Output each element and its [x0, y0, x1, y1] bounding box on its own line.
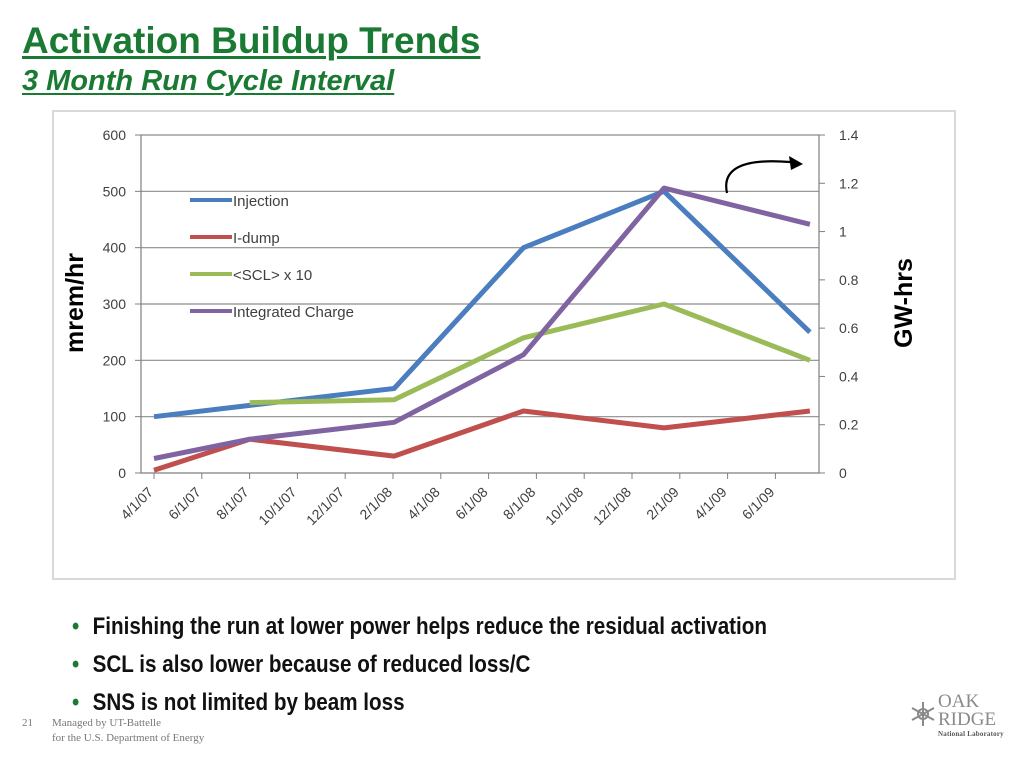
y2-tick-label: 0.6 [839, 320, 859, 336]
x-tick-label: 4/1/08 [404, 484, 443, 523]
y-tick-label: 0 [118, 465, 126, 481]
logo-line-3: National Laboratory [938, 730, 1004, 738]
x-tick-label: 10/1/08 [542, 484, 586, 528]
leaf-emblem-icon [911, 702, 935, 726]
logo-line-1: OAK [938, 691, 980, 712]
chart-axes: 0 100 200 300 400 500 600 0 0.2 0.4 0.6 0.8 1 1.2 1.4 4… [103, 127, 859, 528]
oak-ridge-logo: OAK RIDGE National Laboratory [908, 691, 1008, 745]
chart-series [153, 185, 812, 473]
arrowhead-icon [789, 156, 803, 170]
y2-tick-label: 0.8 [839, 272, 859, 288]
y-tick-label: 400 [103, 240, 127, 256]
footer-line-1: Managed by UT-Battelle [52, 717, 161, 729]
x-tick-label: 6/1/08 [452, 484, 491, 523]
x-tick-label: 2/1/09 [643, 484, 682, 523]
bullet-list: Finishing the run at lower power helps r… [72, 610, 880, 724]
y2-tick-label: 0.4 [839, 368, 859, 384]
y-tick-label: 100 [103, 409, 127, 425]
x-tick-label: 6/1/07 [165, 484, 204, 523]
slide-subtitle: 3 Month Run Cycle Interval [22, 65, 395, 97]
x-tick-label: 4/1/09 [691, 484, 730, 523]
chart-legend: Injection I-dump <SCL> x 10 Integrated Char… [190, 193, 354, 321]
page-number: 21 [22, 717, 33, 729]
y2-tick-label: 0.2 [839, 417, 859, 433]
y-tick-label: 600 [103, 127, 127, 143]
bullet-item: Finishing the run at lower power helps r… [72, 610, 767, 648]
legend-label: Integrated Charge [233, 304, 354, 321]
x-tick-label: 10/1/07 [255, 484, 299, 528]
series-line [249, 301, 811, 406]
x-tick-label: 2/1/08 [356, 484, 395, 523]
x-tick-label: 6/1/09 [739, 484, 778, 523]
x-tick-label: 8/1/08 [500, 484, 539, 523]
x-tick-label: 12/1/07 [303, 484, 347, 528]
y2-axis-label: GW-hrs [890, 258, 918, 348]
series-line [153, 185, 811, 461]
y-tick-label: 300 [103, 296, 127, 312]
y2-tick-label: 1 [839, 224, 847, 240]
x-tick-label: 4/1/07 [117, 484, 156, 523]
y-tick-label: 500 [103, 183, 127, 199]
legend-label: Injection [233, 193, 289, 210]
bullet-item: SCL is also lower because of reduced los… [72, 648, 767, 686]
y2-tick-label: 1.2 [839, 175, 859, 191]
legend-label: I-dump [233, 230, 280, 247]
slide-title: Activation Buildup Trends [22, 20, 481, 61]
y-axis-label: mrem/hr [61, 253, 89, 353]
series-line [153, 188, 812, 420]
y2-tick-label: 1.4 [839, 127, 859, 143]
x-tick-label: 8/1/07 [213, 484, 252, 523]
legend-label: <SCL> x 10 [233, 267, 312, 284]
footer-line-2: for the U.S. Department of Energy [52, 732, 205, 744]
y2-tick-label: 0 [839, 465, 847, 481]
bullet-item: SNS is not limited by beam loss [72, 686, 767, 724]
logo-line-2: RIDGE [938, 709, 997, 730]
x-tick-label: 12/1/08 [590, 484, 634, 528]
curved-arrow-icon [725, 160, 791, 194]
y-tick-label: 200 [103, 352, 127, 368]
